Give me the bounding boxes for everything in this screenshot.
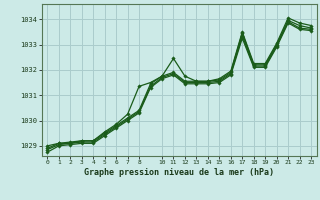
X-axis label: Graphe pression niveau de la mer (hPa): Graphe pression niveau de la mer (hPa) [84, 168, 274, 177]
